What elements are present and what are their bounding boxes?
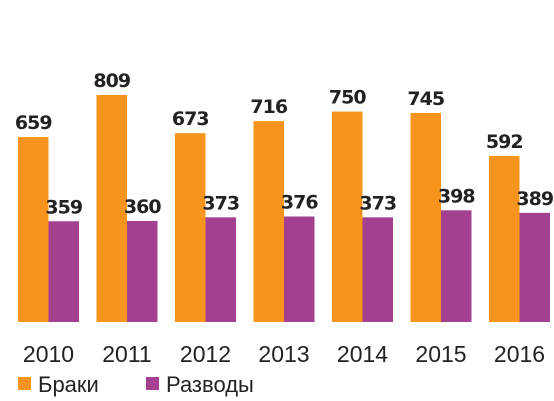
x-tick-label: 2015 bbox=[415, 341, 466, 367]
data-label: 809 bbox=[93, 70, 130, 92]
bar bbox=[284, 216, 315, 322]
bar bbox=[332, 111, 363, 322]
data-label: 659 bbox=[15, 112, 52, 134]
x-tick-label: 2010 bbox=[23, 341, 74, 367]
bar bbox=[205, 217, 236, 322]
legend-label: Браки bbox=[38, 372, 99, 397]
data-label: 360 bbox=[124, 196, 161, 218]
legend-label: Разводы bbox=[166, 372, 254, 397]
data-label: 359 bbox=[45, 196, 82, 218]
data-label: 373 bbox=[359, 192, 396, 214]
bar bbox=[48, 221, 79, 322]
data-label: 376 bbox=[281, 191, 318, 213]
data-label: 745 bbox=[407, 88, 444, 110]
bar bbox=[362, 217, 393, 322]
x-tick-label: 2014 bbox=[337, 341, 388, 367]
bar bbox=[18, 137, 49, 322]
data-label: 389 bbox=[516, 188, 553, 210]
x-tick-label: 2011 bbox=[102, 341, 151, 367]
x-tick-label: 2016 bbox=[494, 341, 545, 367]
data-label: 673 bbox=[172, 108, 209, 130]
bar bbox=[519, 212, 550, 322]
bar bbox=[96, 95, 127, 322]
data-label: 750 bbox=[329, 87, 366, 109]
bar bbox=[441, 210, 472, 322]
data-label: 373 bbox=[202, 192, 239, 214]
x-tick-label: 2012 bbox=[180, 341, 231, 367]
x-tick-label: 2013 bbox=[258, 341, 309, 367]
bar bbox=[175, 133, 206, 322]
legend-swatch bbox=[18, 377, 31, 390]
bar bbox=[489, 155, 520, 322]
bar bbox=[410, 112, 441, 322]
bar bbox=[253, 121, 284, 322]
bar bbox=[127, 220, 158, 322]
data-label: 716 bbox=[250, 96, 287, 118]
legend-swatch bbox=[146, 377, 159, 390]
data-label: 592 bbox=[486, 131, 523, 153]
data-label: 398 bbox=[438, 185, 475, 207]
